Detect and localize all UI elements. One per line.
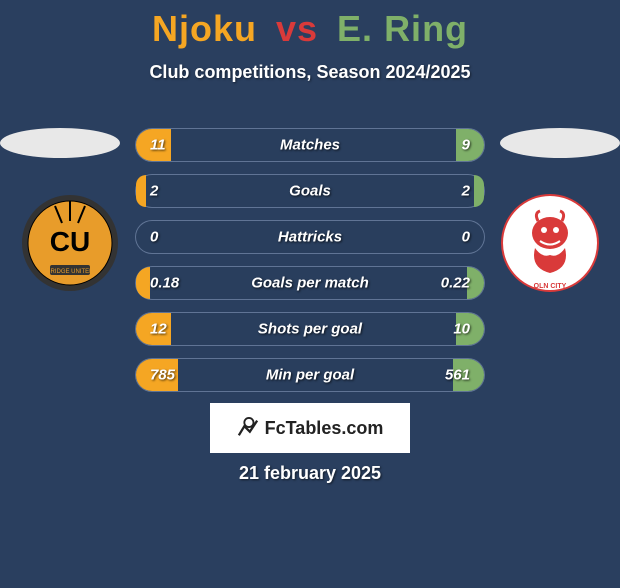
imp-badge-icon: OLN CITY [500,193,600,293]
stat-value-left: 0.18 [150,275,179,292]
date-text: 21 february 2025 [239,463,381,484]
stat-value-right: 0.22 [441,275,470,292]
svg-text:OLN CITY: OLN CITY [534,283,567,290]
stat-label: Shots per goal [258,321,362,338]
stat-value-left: 0 [150,229,158,246]
chart-line-icon [237,417,259,439]
page-title: Njoku vs E. Ring [0,8,620,50]
stat-value-left: 785 [150,367,175,384]
subtitle: Club competitions, Season 2024/2025 [0,62,620,83]
stat-label: Matches [280,137,340,154]
shadow-ellipse-left [0,128,120,158]
stat-row: 785 Min per goal 561 [135,358,485,392]
stat-row: 11 Matches 9 [135,128,485,162]
stat-label: Min per goal [266,367,354,384]
stat-fill-right [456,129,484,161]
cu-badge-icon: CU BRIDGE UNITED [20,193,120,293]
stat-value-left: 12 [150,321,167,338]
shadow-ellipse-right [500,128,620,158]
stat-fill-left [136,267,150,299]
stat-value-right: 0 [462,229,470,246]
stat-row: 0.18 Goals per match 0.22 [135,266,485,300]
stat-label: Goals per match [251,275,369,292]
fctables-text: FcTables.com [265,418,384,439]
stat-value-right: 561 [445,367,470,384]
stat-fill-right [474,175,484,207]
stat-value-left: 11 [150,137,166,154]
stat-row: 0 Hattricks 0 [135,220,485,254]
stat-fill-left [136,175,146,207]
stat-label: Hattricks [278,229,342,246]
stat-value-left: 2 [150,183,158,200]
stat-value-right: 10 [453,321,470,338]
svg-text:BRIDGE UNITED: BRIDGE UNITED [46,269,94,275]
stat-row: 12 Shots per goal 10 [135,312,485,346]
title-player1: Njoku [152,8,257,49]
team-badge-right: OLN CITY [500,193,600,293]
team-badge-left: CU BRIDGE UNITED [20,193,120,293]
stat-value-right: 2 [462,183,470,200]
stat-row: 2 Goals 2 [135,174,485,208]
svg-text:CU: CU [50,226,90,257]
stats-container: 11 Matches 9 2 Goals 2 0 Hattricks 0 0.18 Goals pe… [135,128,485,404]
title-vs: vs [276,8,318,49]
title-player2: E. Ring [337,8,468,49]
stat-label: Goals [289,183,331,200]
fctables-logo: FcTables.com [210,403,410,453]
stat-value-right: 9 [462,137,470,154]
